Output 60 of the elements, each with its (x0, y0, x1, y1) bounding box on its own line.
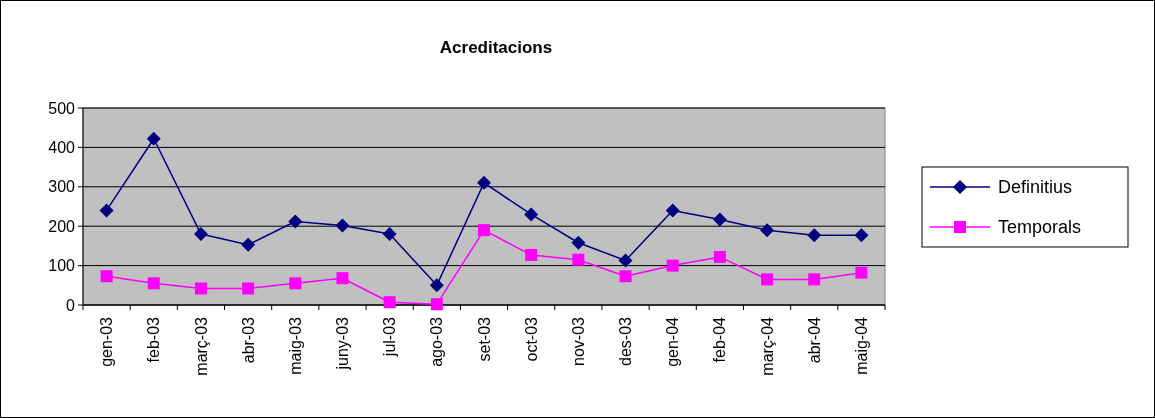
x-tick-label: des-03 (617, 316, 635, 366)
legend-label: Definitius (998, 177, 1073, 198)
x-tick-label: maig-04 (853, 316, 871, 375)
legend-label: Temporals (998, 217, 1082, 238)
point (855, 266, 868, 279)
point (808, 273, 821, 286)
point (665, 203, 680, 218)
x-tick-label: oct-03 (522, 316, 540, 362)
point (666, 259, 679, 272)
point (712, 212, 727, 227)
point (146, 131, 161, 146)
point (241, 237, 256, 252)
point (807, 228, 822, 243)
point (618, 253, 633, 268)
point (288, 214, 303, 229)
y-tick-label: 400 (48, 139, 76, 156)
y-tick-label: 300 (48, 178, 76, 196)
x-tick-label: juny-03 (334, 316, 352, 371)
x-tick-label: gen-04 (664, 316, 682, 367)
point (147, 277, 160, 290)
point (571, 235, 586, 250)
x-tick-label: set-03 (475, 316, 493, 362)
point (382, 227, 397, 242)
point (760, 223, 775, 238)
x-tick-label: abr-03 (239, 316, 257, 364)
y-tick-label: 0 (66, 296, 76, 314)
x-tick-label: feb-03 (145, 316, 163, 363)
point (430, 298, 443, 311)
point (713, 250, 726, 263)
point (242, 282, 255, 295)
x-tick-label: feb-04 (711, 316, 729, 363)
y-tick-label: 100 (48, 257, 76, 275)
point (193, 227, 208, 242)
x-tick-label: abr-04 (805, 316, 823, 364)
point (194, 282, 207, 295)
x-tick-label: març-03 (192, 316, 210, 376)
point (335, 218, 350, 233)
chart-title: Acreditacions (439, 38, 553, 57)
x-tick-label: març-04 (758, 316, 776, 376)
x-tick-label: ago-03 (428, 316, 446, 367)
point (761, 273, 774, 286)
point (477, 175, 491, 190)
y-tick-label: 500 (48, 99, 76, 117)
point (336, 272, 349, 285)
point (100, 270, 113, 283)
x-tick-label: jul-03 (381, 316, 399, 358)
point (478, 224, 490, 237)
x-tick-label: gen-03 (98, 316, 116, 367)
y-tick-label: 200 (48, 217, 76, 235)
point (524, 207, 539, 222)
point (572, 253, 585, 266)
point (854, 228, 869, 243)
point (289, 277, 302, 290)
point (525, 248, 538, 261)
point (99, 203, 114, 218)
point (429, 278, 444, 293)
point (619, 270, 632, 283)
x-tick-label: maig-03 (286, 316, 304, 375)
x-tick-label: nov-03 (569, 316, 587, 366)
point (383, 296, 396, 309)
